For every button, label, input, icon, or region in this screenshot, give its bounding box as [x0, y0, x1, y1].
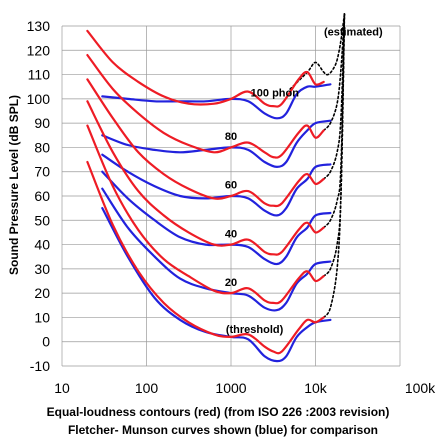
iso-curve — [86, 124, 325, 305]
fletcher-curve — [101, 170, 332, 266]
y-tick-label: 20 — [34, 285, 50, 301]
x-tick-label: 100k — [405, 380, 436, 396]
curve-annotation: 20 — [225, 277, 237, 289]
x-tick-label: 1000 — [215, 380, 246, 396]
estimated-curve — [289, 13, 346, 90]
y-tick-label: 30 — [34, 261, 50, 277]
iso-curve — [86, 29, 325, 108]
y-axis-label: Sound Pressure Level (dB SPL) — [7, 95, 21, 275]
fletcher-curve — [101, 119, 332, 168]
y-tick-label: 40 — [34, 237, 50, 253]
fletcher-curve — [101, 83, 332, 120]
fletcher-curve — [101, 207, 332, 363]
curve-annotation: 80 — [225, 131, 237, 143]
y-tick-label: 100 — [27, 91, 51, 107]
y-tick-label: 130 — [27, 18, 51, 34]
iso-curve — [86, 160, 325, 355]
curves — [86, 13, 346, 363]
curve-annotation: (threshold) — [226, 324, 284, 336]
y-tick-label: -10 — [30, 358, 50, 374]
curve-annotation: 40 — [225, 228, 237, 240]
y-tick-label: 90 — [34, 115, 50, 131]
fletcher-curve — [101, 187, 332, 312]
fletcher-curve — [101, 153, 332, 217]
x-axis-label-line1: Equal-loudness contours (red) (from ISO … — [47, 405, 390, 419]
x-tick-label: 10 — [54, 380, 70, 396]
estimated-curve — [322, 13, 346, 180]
x-axis-label-line2: Fletcher- Munson curves shown (blue) for… — [68, 423, 378, 437]
y-tick-label: 0 — [42, 334, 50, 350]
y-tick-label: 60 — [34, 188, 50, 204]
iso-curve — [86, 78, 325, 208]
y-tick-label: 120 — [27, 42, 51, 58]
estimated-curve — [322, 13, 346, 277]
y-tick-label: 80 — [34, 139, 50, 155]
x-tick-label: 10k — [304, 380, 328, 396]
y-tick-label: 70 — [34, 164, 50, 180]
y-tick-label: 50 — [34, 212, 50, 228]
iso-curve — [86, 100, 325, 256]
curve-annotation: 100 phon — [251, 87, 300, 99]
y-axis-ticks: -10 0 10 20 30 40 50 60 70 80 90 100 110 120 130 — [27, 18, 51, 374]
x-axis-ticks: 10 100 1000 10k 100k — [54, 380, 436, 396]
estimated-curve — [322, 13, 346, 319]
y-tick-label: 10 — [34, 309, 50, 325]
curve-annotation: (estimated) — [324, 27, 383, 39]
estimated-curve — [322, 13, 346, 132]
x-tick-label: 100 — [135, 380, 159, 396]
annotations: (estimated) 100 phon 80 60 40 20 (threshold) — [225, 27, 383, 337]
y-tick-label: 110 — [28, 67, 51, 83]
iso-curve — [86, 54, 325, 159]
curve-annotation: 60 — [225, 180, 237, 192]
